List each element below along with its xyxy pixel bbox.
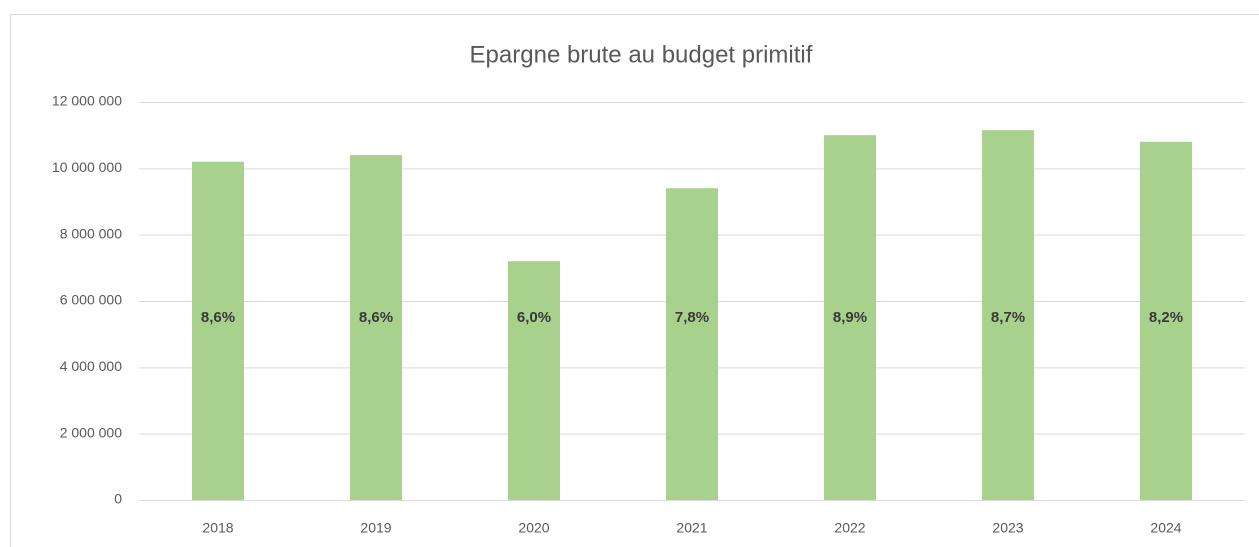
bar [192, 161, 244, 500]
y-tick-label: 0 [114, 491, 122, 507]
x-tick-label: 2023 [992, 520, 1023, 536]
bar [350, 155, 402, 501]
bar-label: 7,8% [675, 309, 709, 326]
y-tick-label: 6 000 000 [60, 292, 122, 308]
chart-title: Epargne brute au budget primitif [470, 41, 813, 68]
x-tick-label: 2020 [518, 520, 549, 536]
y-tick-label: 10 000 000 [52, 159, 122, 175]
bar-label: 8,9% [833, 309, 867, 326]
bar [666, 188, 718, 500]
bar-label: 8,2% [1149, 309, 1183, 326]
y-tick-label: 12 000 000 [52, 93, 122, 109]
x-tick-label: 2022 [834, 520, 865, 536]
bar-label: 8,7% [991, 309, 1025, 326]
x-tick-label: 2021 [676, 520, 707, 536]
bar-label: 8,6% [201, 309, 235, 326]
bar [982, 130, 1034, 501]
x-tick-label: 2024 [1150, 520, 1181, 536]
bar [508, 261, 560, 500]
y-tick-label: 2 000 000 [60, 424, 122, 440]
x-tick-label: 2019 [360, 520, 391, 536]
bar-label: 8,6% [359, 309, 393, 326]
bar [824, 135, 876, 500]
x-tick-label: 2018 [202, 520, 233, 536]
y-tick-label: 4 000 000 [60, 358, 122, 374]
bar-label: 6,0% [517, 309, 551, 326]
bar [1140, 141, 1192, 501]
y-tick-label: 8 000 000 [60, 225, 122, 241]
